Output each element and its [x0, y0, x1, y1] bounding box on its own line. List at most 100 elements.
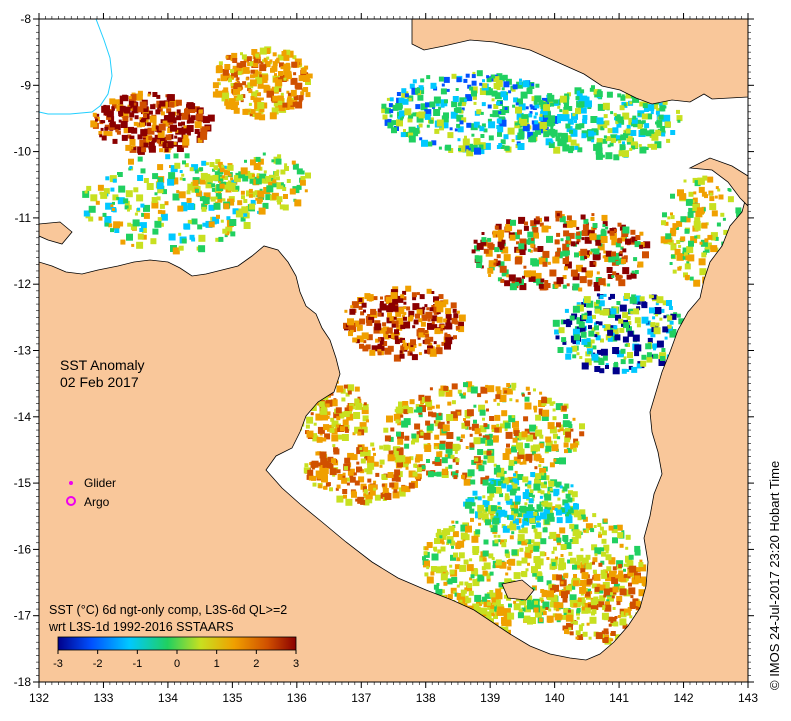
sst-anomaly-pixel	[496, 118, 502, 124]
sst-anomaly-pixel	[410, 344, 414, 348]
sst-anomaly-pixel	[452, 471, 459, 478]
sst-anomaly-pixel	[474, 594, 482, 602]
sst-anomaly-pixel	[612, 607, 616, 610]
x-tick-label: 135	[222, 691, 242, 705]
sst-anomaly-pixel	[253, 163, 261, 170]
x-tick-label: 138	[416, 691, 436, 705]
sst-anomaly-pixel	[519, 598, 527, 606]
sst-anomaly-pixel	[626, 124, 631, 129]
sst-anomaly-pixel	[674, 248, 681, 255]
sst-anomaly-pixel	[402, 401, 409, 407]
sst-anomaly-pixel	[111, 208, 115, 211]
sst-anomaly-pixel	[512, 84, 518, 90]
sst-anomaly-pixel	[467, 469, 475, 477]
sst-anomaly-pixel	[513, 508, 519, 514]
sst-anomaly-pixel	[424, 109, 432, 117]
sst-anomaly-pixel	[512, 513, 516, 518]
sst-anomaly-pixel	[544, 280, 549, 284]
sst-anomaly-pixel	[542, 250, 550, 258]
sst-anomaly-pixel	[347, 468, 355, 476]
sst-anomaly-pixel	[178, 113, 182, 116]
sst-anomaly-pixel	[573, 438, 579, 444]
sst-anomaly-pixel	[104, 126, 109, 131]
sst-anomaly-pixel	[535, 216, 540, 221]
sst-anomaly-pixel	[662, 326, 669, 333]
sst-anomaly-pixel	[418, 318, 423, 323]
sst-anomaly-pixel	[505, 617, 512, 624]
sst-anomaly-pixel	[652, 343, 658, 349]
sst-anomaly-pixel	[353, 412, 361, 419]
sst-anomaly-pixel	[463, 382, 468, 388]
sst-anomaly-pixel	[412, 325, 416, 329]
sst-anomaly-pixel	[514, 518, 519, 523]
sst-anomaly-pixel	[320, 407, 328, 415]
sst-anomaly-pixel	[152, 228, 159, 235]
sst-anomaly-pixel	[409, 399, 415, 405]
sst-anomaly-pixel	[418, 85, 424, 91]
sst-anomaly-pixel	[701, 191, 707, 197]
sst-anomaly-pixel	[460, 524, 468, 532]
sst-anomaly-pixel	[380, 296, 383, 300]
sst-anomaly-pixel	[310, 412, 314, 416]
sst-anomaly-pixel	[443, 318, 448, 323]
sst-anomaly-pixel	[304, 65, 309, 70]
sst-anomaly-pixel	[570, 139, 577, 146]
sst-anomaly-pixel	[348, 405, 353, 410]
sst-anomaly-pixel	[552, 433, 558, 439]
sst-anomaly-pixel	[240, 99, 244, 103]
sst-anomaly-pixel	[367, 462, 375, 470]
sst-anomaly-pixel	[582, 315, 587, 320]
sst-anomaly-pixel	[359, 468, 363, 472]
sst-anomaly-pixel	[428, 336, 434, 342]
sst-anomaly-pixel	[564, 261, 572, 269]
sst-anomaly-pixel	[538, 464, 542, 468]
sst-anomaly-pixel	[301, 176, 306, 181]
sst-anomaly-pixel	[433, 96, 441, 104]
sst-anomaly-pixel	[412, 471, 418, 477]
sst-anomaly-pixel	[272, 52, 277, 57]
sst-anomaly-pixel	[280, 182, 284, 186]
sst-anomaly-pixel	[580, 568, 586, 574]
sst-anomaly-pixel	[94, 115, 98, 119]
sst-anomaly-pixel	[125, 144, 132, 151]
sst-anomaly-pixel	[613, 570, 617, 574]
sst-anomaly-pixel	[455, 325, 460, 330]
sst-anomaly-pixel	[160, 111, 165, 116]
sst-anomaly-pixel	[365, 494, 370, 499]
sst-anomaly-pixel	[524, 221, 528, 226]
sst-anomaly-pixel	[701, 252, 707, 258]
sst-anomaly-pixel	[283, 77, 287, 81]
sst-anomaly-pixel	[591, 544, 598, 551]
sst-anomaly-pixel	[192, 179, 199, 186]
sst-anomaly-pixel	[197, 224, 203, 230]
sst-anomaly-pixel	[222, 198, 226, 202]
sst-anomaly-pixel	[566, 347, 573, 354]
sst-anomaly-pixel	[140, 222, 147, 229]
sst-anomaly-pixel	[564, 308, 569, 313]
sst-anomaly-pixel	[387, 122, 394, 129]
sst-anomaly-pixel	[250, 199, 256, 205]
sst-anomaly-pixel	[566, 609, 574, 617]
sst-anomaly-pixel	[557, 347, 564, 353]
sst-anomaly-pixel	[430, 348, 437, 355]
sst-anomaly-pixel	[427, 318, 431, 322]
sst-anomaly-pixel	[473, 138, 481, 146]
sst-anomaly-pixel	[581, 603, 585, 607]
sst-anomaly-pixel	[416, 113, 420, 117]
sst-anomaly-pixel	[139, 228, 144, 232]
sst-anomaly-pixel	[526, 539, 532, 545]
sst-anomaly-pixel	[497, 277, 502, 282]
sst-anomaly-pixel	[255, 178, 262, 185]
sst-anomaly-pixel	[553, 601, 560, 608]
sst-anomaly-pixel	[595, 239, 602, 246]
sst-anomaly-pixel	[474, 496, 478, 500]
sst-anomaly-pixel	[450, 336, 454, 340]
sst-anomaly-pixel	[722, 217, 726, 221]
sst-anomaly-pixel	[500, 139, 506, 145]
sst-anomaly-pixel	[423, 560, 429, 566]
sst-anomaly-pixel	[403, 129, 406, 132]
sst-anomaly-pixel	[431, 291, 435, 294]
sst-anomaly-pixel	[554, 329, 560, 335]
sst-anomaly-pixel	[430, 82, 437, 89]
sst-anomaly-pixel	[566, 283, 570, 287]
